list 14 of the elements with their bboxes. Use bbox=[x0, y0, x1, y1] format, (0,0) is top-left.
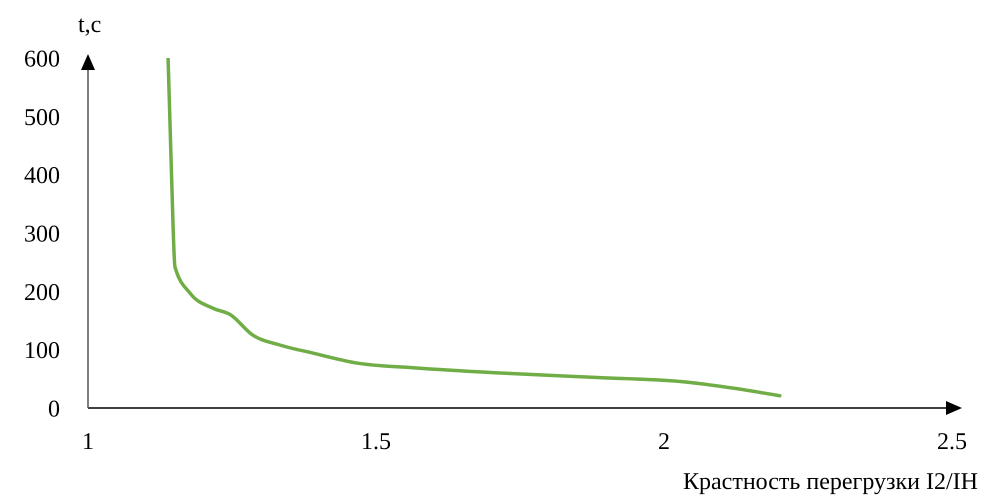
y-tick-label: 0 bbox=[48, 396, 60, 423]
x-axis-title: Крастность перегрузки I2/IН bbox=[683, 469, 978, 495]
x-tick-label: 1.5 bbox=[361, 429, 391, 456]
x-tick-label: 1 bbox=[82, 429, 94, 456]
y-tick-label: 500 bbox=[24, 104, 60, 131]
line-series bbox=[166, 58, 782, 398]
y-tick-label: 400 bbox=[24, 163, 60, 190]
y-axis-title: t,c bbox=[78, 12, 102, 38]
x-tick-label: 2.5 bbox=[937, 429, 967, 456]
x-tick-label: 2 bbox=[658, 429, 670, 456]
y-tick-label: 600 bbox=[24, 46, 60, 73]
y-tick-label: 200 bbox=[24, 280, 60, 306]
y-tick-label: 100 bbox=[24, 338, 60, 364]
y-tick-label: 300 bbox=[24, 222, 60, 248]
